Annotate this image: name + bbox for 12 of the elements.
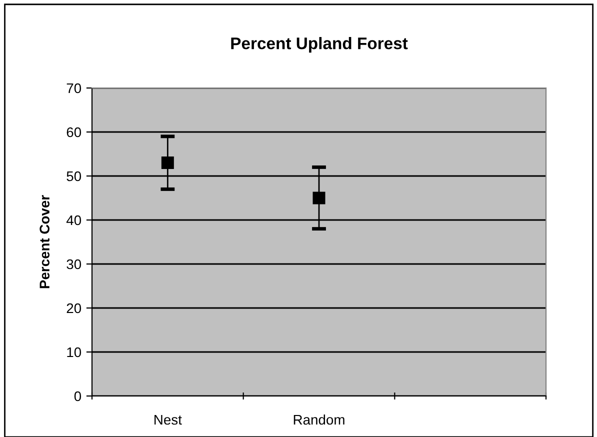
y-tick-label: 70 [66,83,82,94]
chart-title: Percent Upland Forest [231,37,408,53]
y-axis-title: Percent Cover [40,195,50,288]
y-tick-label: 50 [66,171,82,182]
x-tick-label: Random [294,414,344,425]
y-tick-label: 60 [66,127,82,138]
y-tick-label: 0 [74,391,82,402]
y-tick-label: 30 [66,259,82,270]
x-tick-label: Nest [154,414,182,425]
y-tick-label: 40 [66,215,82,226]
y-tick-label: 10 [67,347,82,358]
y-tick-label: 20 [66,303,82,314]
